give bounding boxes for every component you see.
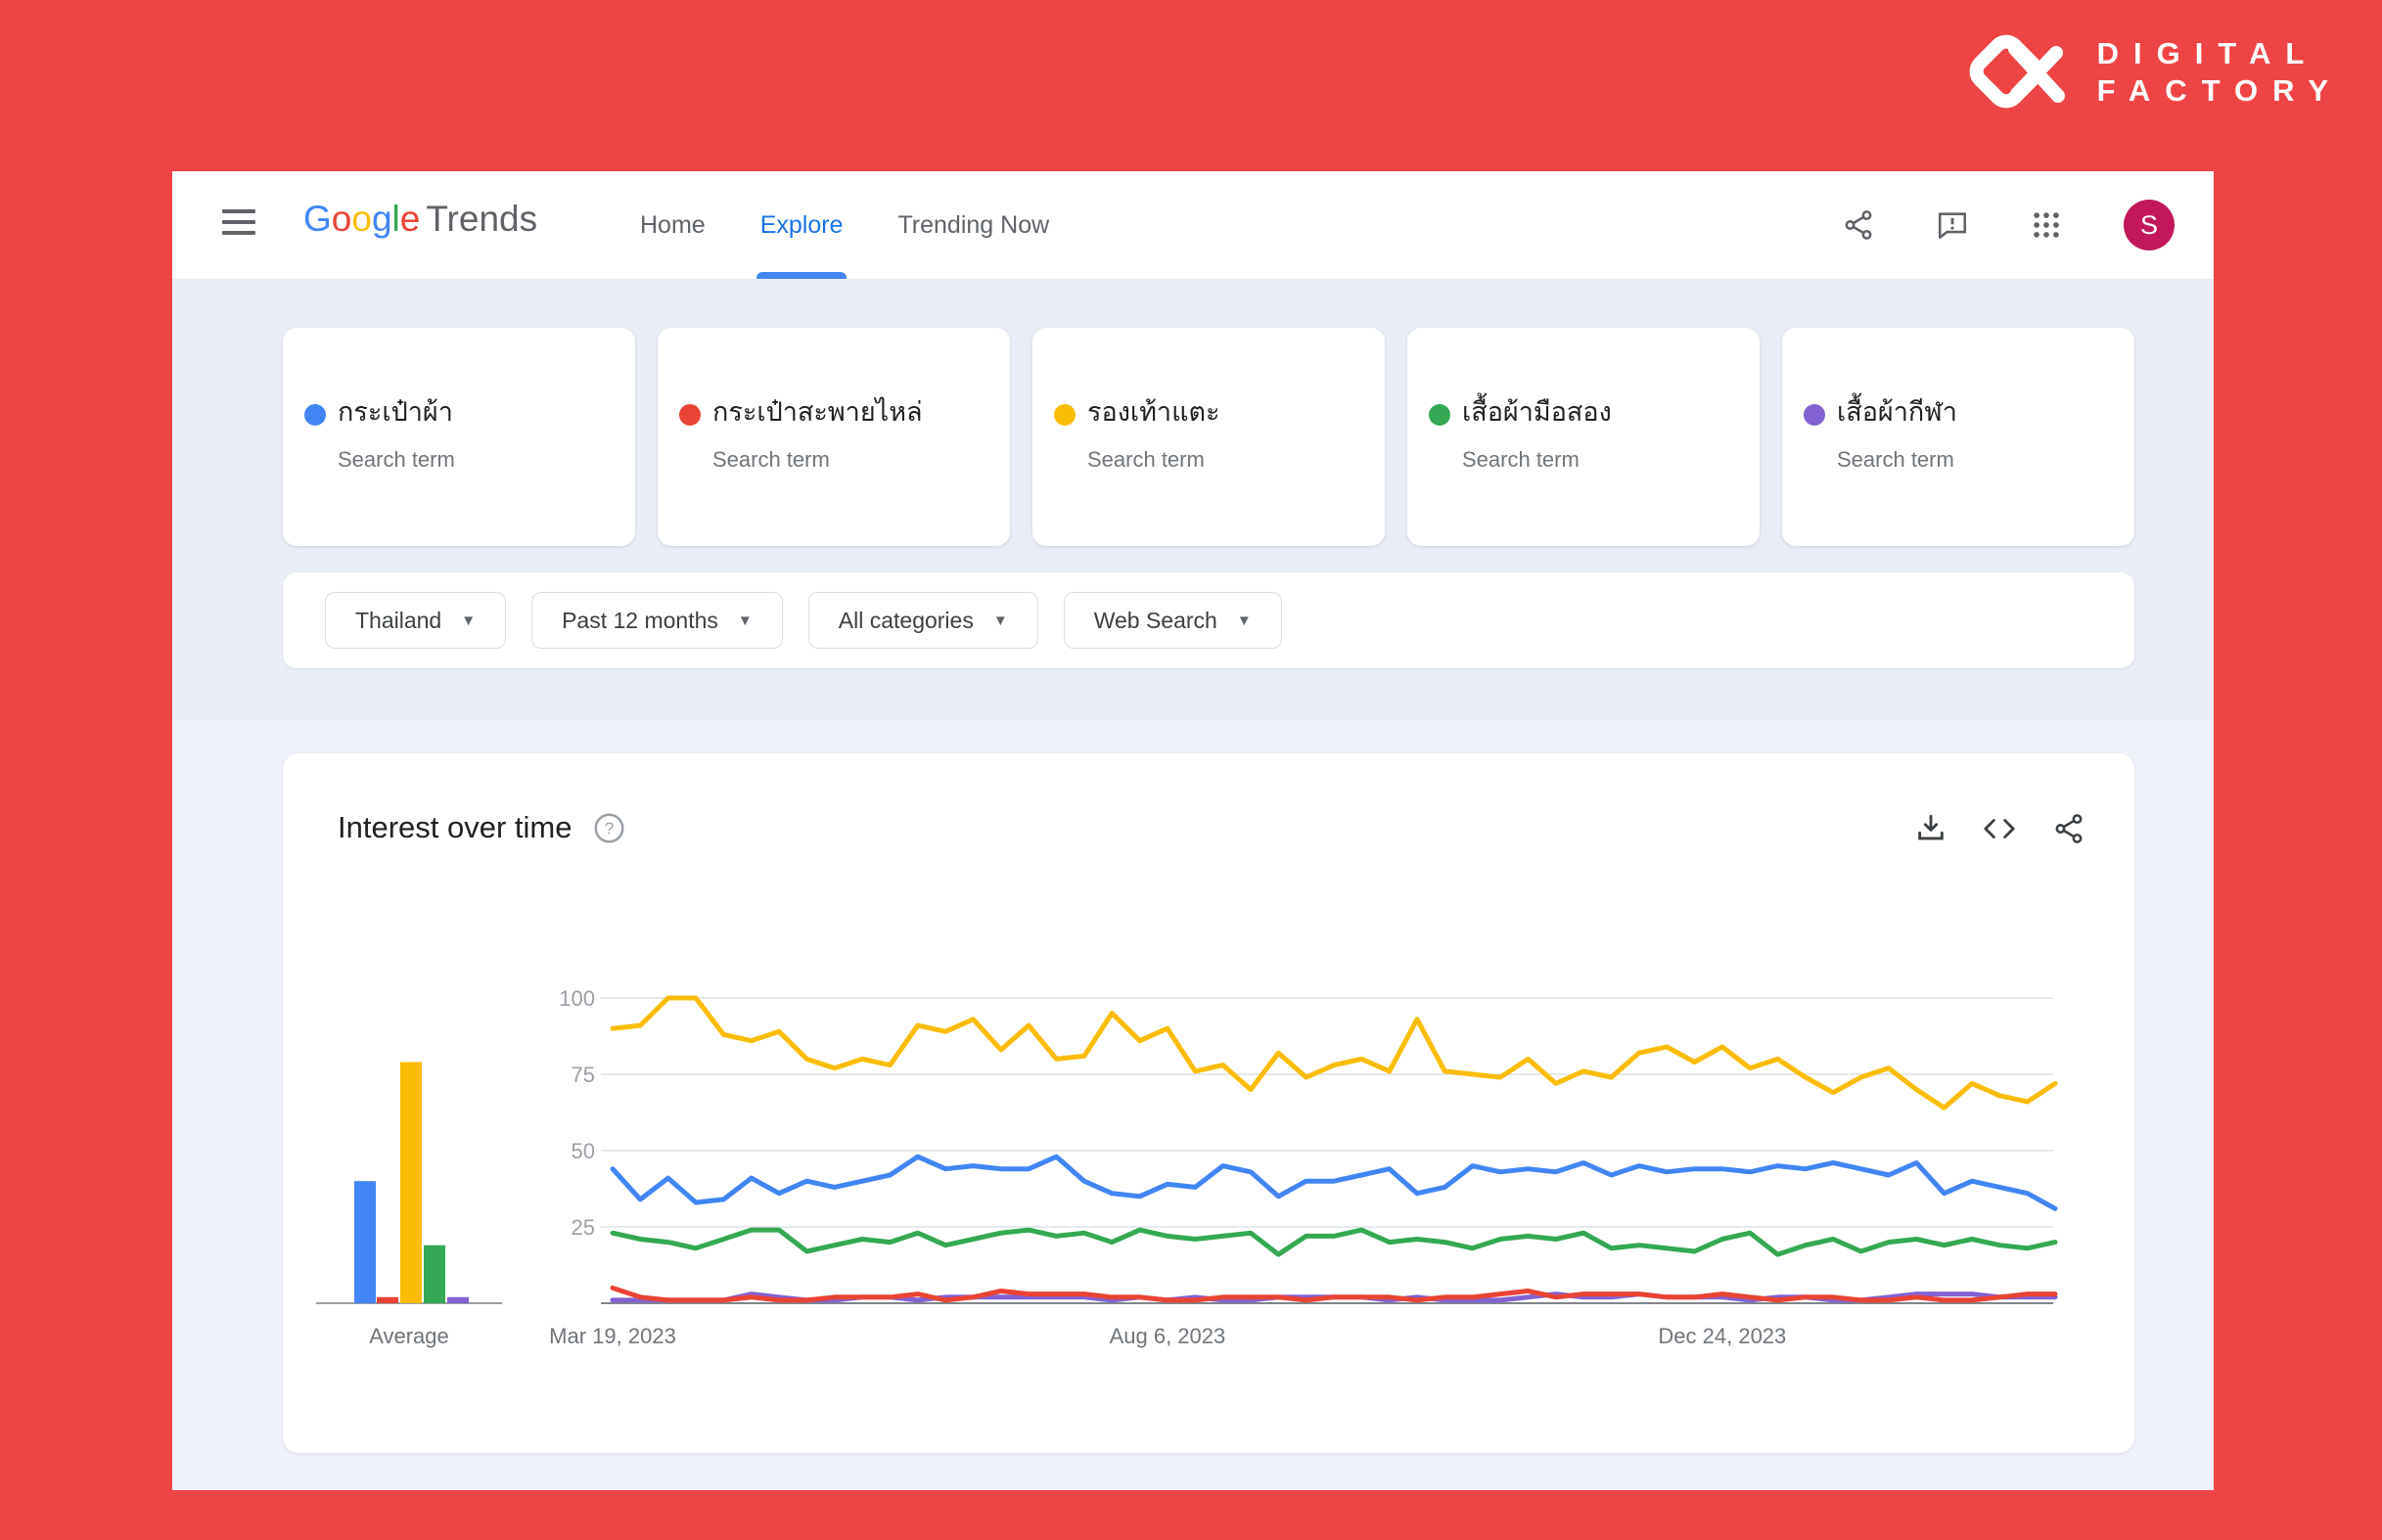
average-bar-2 xyxy=(377,1296,398,1303)
average-bar-3 xyxy=(400,1062,422,1303)
y-tick-label: 50 xyxy=(572,1139,595,1163)
term-card-4[interactable]: เสื้อผ้ามือสอง Search term xyxy=(1407,328,1760,546)
chevron-down-icon: ▼ xyxy=(1236,611,1252,629)
filter-search-type[interactable]: Web Search ▼ xyxy=(1063,592,1282,649)
term-type: Search term xyxy=(1462,447,1580,472)
google-wordmark: Google xyxy=(303,199,421,239)
x-tick-label: Aug 6, 2023 xyxy=(1110,1324,1226,1348)
series-color-dot xyxy=(304,404,326,426)
google-trends-logo[interactable]: Google Trends xyxy=(303,199,537,240)
term-card-3[interactable]: รองเท้าแตะ Search term xyxy=(1032,328,1385,546)
term-label: เสื้อผ้ากีฬา xyxy=(1837,397,1957,427)
term-card-1[interactable]: กระเป๋าผ้า Search term xyxy=(283,328,635,546)
download-icon[interactable] xyxy=(1914,812,1947,845)
widget-title: Interest over time xyxy=(338,810,573,844)
tab-home[interactable]: Home xyxy=(640,210,706,239)
line-series-4 xyxy=(610,1227,2058,1257)
filter-category-value: All categories xyxy=(838,607,974,633)
chevron-down-icon: ▼ xyxy=(992,611,1008,629)
average-bar-1 xyxy=(354,1181,376,1303)
digital-factory-logo: DIGITAL FACTORY xyxy=(1964,29,2343,115)
header-actions: S xyxy=(1842,171,2214,279)
y-tick-label: 100 xyxy=(559,986,595,1011)
term-label: กระเป๋าผ้า xyxy=(338,397,453,427)
average-bar-4 xyxy=(424,1245,445,1303)
menu-icon[interactable] xyxy=(222,209,255,235)
line-series-1 xyxy=(610,1154,2058,1211)
term-type: Search term xyxy=(1087,447,1205,472)
series-color-dot xyxy=(679,404,701,426)
term-card-5[interactable]: เสื้อผ้ากีฬา Search term xyxy=(1782,328,2134,546)
tab-trending-now[interactable]: Trending Now xyxy=(897,210,1050,239)
series-color-dot xyxy=(1804,404,1825,426)
x-tick-label: Mar 19, 2023 xyxy=(549,1324,676,1348)
term-label: กระเป๋าสะพายไหล่ xyxy=(712,397,923,427)
term-type: Search term xyxy=(712,447,830,472)
svg-text:?: ? xyxy=(605,818,615,838)
apps-grid-icon[interactable] xyxy=(2030,208,2063,242)
filter-region-value: Thailand xyxy=(355,607,442,633)
average-bar-5 xyxy=(447,1296,469,1303)
embed-icon[interactable] xyxy=(1983,812,2016,845)
interest-chart-svg[interactable]: 25 50 75 100 Average Mar 19, 2023 Aug 6, 2023 D… xyxy=(283,949,2134,1419)
line-series-3 xyxy=(610,995,2058,1110)
filter-time-range-value: Past 12 months xyxy=(562,607,718,633)
interest-over-time-card: Interest over time ? 25 50 75 100 Average Mar… xyxy=(283,753,2134,1453)
chevron-down-icon: ▼ xyxy=(461,611,477,629)
term-label: เสื้อผ้ามือสอง xyxy=(1462,397,1612,427)
primary-nav: Home Explore Trending Now xyxy=(640,171,1049,279)
account-avatar[interactable]: S xyxy=(2124,200,2175,250)
line-series-2 xyxy=(610,1285,2058,1303)
term-card-2[interactable]: กระเป๋าสะพายไหล่ Search term xyxy=(658,328,1010,546)
trends-wordmark: Trends xyxy=(426,199,538,239)
series-color-dot xyxy=(1054,404,1076,426)
average-axis-label: Average xyxy=(369,1324,449,1348)
share-icon[interactable] xyxy=(2052,812,2085,845)
feedback-icon[interactable] xyxy=(1936,208,1969,242)
brand-line-2: FACTORY xyxy=(2096,73,2343,108)
app-header: Google Trends Home Explore Trending Now xyxy=(172,171,2214,279)
chevron-down-icon: ▼ xyxy=(737,611,753,629)
help-icon[interactable]: ? xyxy=(593,812,625,844)
y-tick-label: 75 xyxy=(572,1063,595,1087)
tab-explore[interactable]: Explore xyxy=(756,171,847,279)
x-tick-label: Dec 24, 2023 xyxy=(1658,1324,1786,1348)
y-tick-label: 25 xyxy=(572,1215,595,1240)
share-icon[interactable] xyxy=(1842,208,1875,242)
filter-bar: Thailand ▼ Past 12 months ▼ All categories… xyxy=(283,572,2134,668)
filter-category[interactable]: All categories ▼ xyxy=(807,592,1038,649)
series-color-dot xyxy=(1429,404,1450,426)
term-type: Search term xyxy=(1837,447,1954,472)
filter-search-type-value: Web Search xyxy=(1093,607,1217,633)
filter-time-range[interactable]: Past 12 months ▼ xyxy=(531,592,783,649)
google-trends-page: Google Trends Home Explore Trending Now xyxy=(172,171,2214,1490)
term-type: Search term xyxy=(338,447,455,472)
brand-line-1: DIGITAL xyxy=(2096,35,2319,70)
digital-factory-mark-icon xyxy=(1969,34,2065,109)
filter-region[interactable]: Thailand ▼ xyxy=(325,592,507,649)
term-label: รองเท้าแตะ xyxy=(1087,397,1220,427)
